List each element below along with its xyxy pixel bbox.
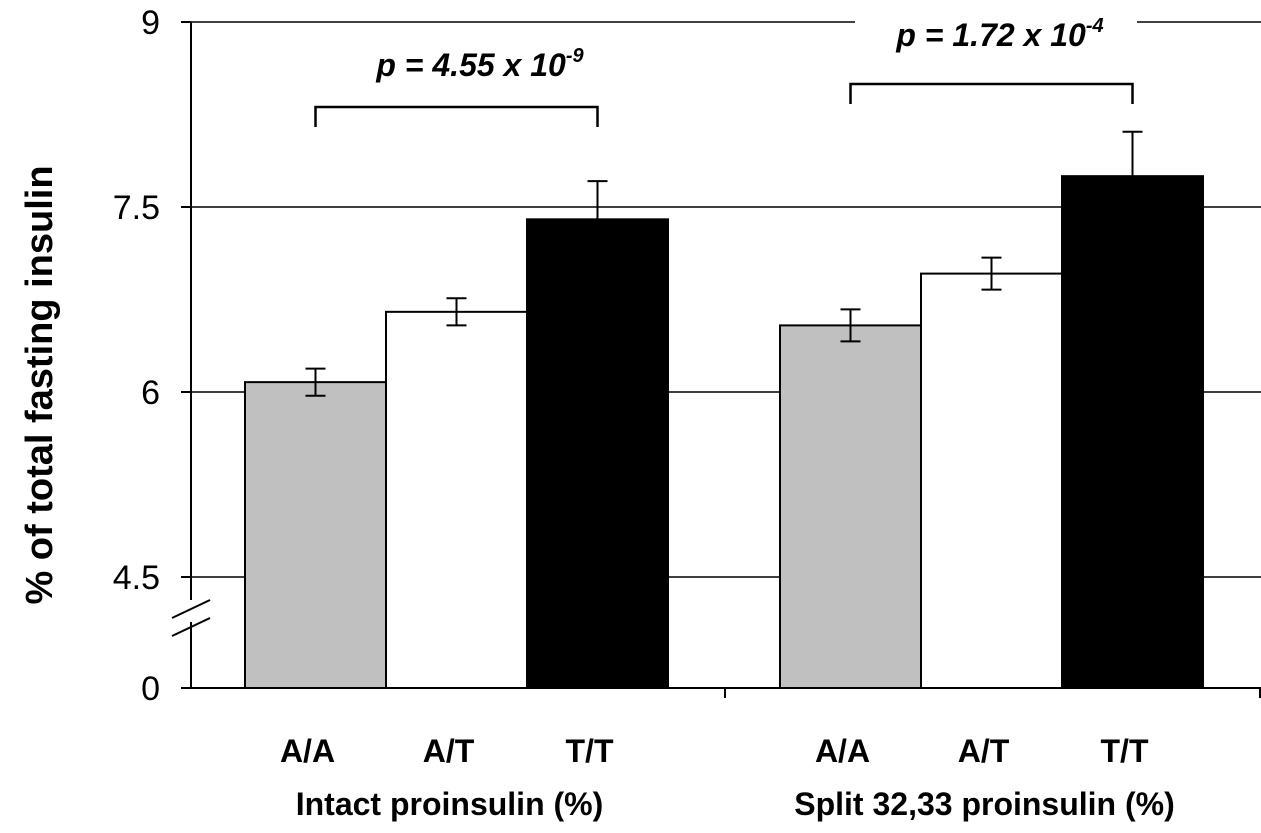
axis-break-mark-1 [171,599,211,619]
category-label: A/T [958,733,1010,769]
error-bar [305,367,326,397]
bars [244,130,1204,690]
bar-a-a [779,324,922,689]
category-label: T/T [566,733,614,769]
group-label: Intact proinsulin (%) [296,786,604,822]
axis-break-mark-2 [171,617,211,637]
error-bar [981,256,1002,291]
y-ticks: 0 4.5 6 7.5 9 [113,4,191,708]
y-tick-label: 0 [141,670,160,708]
p-value-exponent: -9 [566,45,585,67]
bar-a-t [385,310,528,689]
error-bar [840,308,861,343]
category-label: A/A [815,733,870,769]
category-label: A/T [423,733,475,769]
p-value-base: p = 1.72 x 10 [895,17,1086,53]
error-bar [446,297,467,327]
p-value-label: p = 4.55 x 10-9 [375,45,584,83]
y-tick-label: 6 [141,374,160,412]
y-tick-label: 7.5 [113,189,160,227]
p-value-label: p = 1.72 x 10-4 [895,15,1103,53]
y-tick-label: 4.5 [113,559,160,597]
p-value-base: p = 4.55 x 10 [375,47,566,83]
category-label: T/T [1101,733,1149,769]
bar-t-t [526,218,669,689]
error-bar [1122,130,1143,222]
p-value-exponent: -4 [1086,15,1104,37]
labels: A/A A/T T/T Intact proinsulin (%) p = 4.55 x… [280,14,1175,822]
category-label: A/A [280,733,335,769]
pvalue-background [855,14,1137,58]
bar-t-t [1061,175,1204,690]
group-label: Split 32,33 proinsulin (%) [794,786,1175,822]
significance-bracket [314,105,599,127]
error-bar [587,180,608,259]
y-axis-label: % of total fasting insulin [19,165,61,604]
significance-bracket [849,82,1134,104]
bar-a-a [244,381,387,689]
bar-a-t [920,272,1063,689]
axes [171,22,1261,698]
y-tick-label: 9 [141,4,160,42]
